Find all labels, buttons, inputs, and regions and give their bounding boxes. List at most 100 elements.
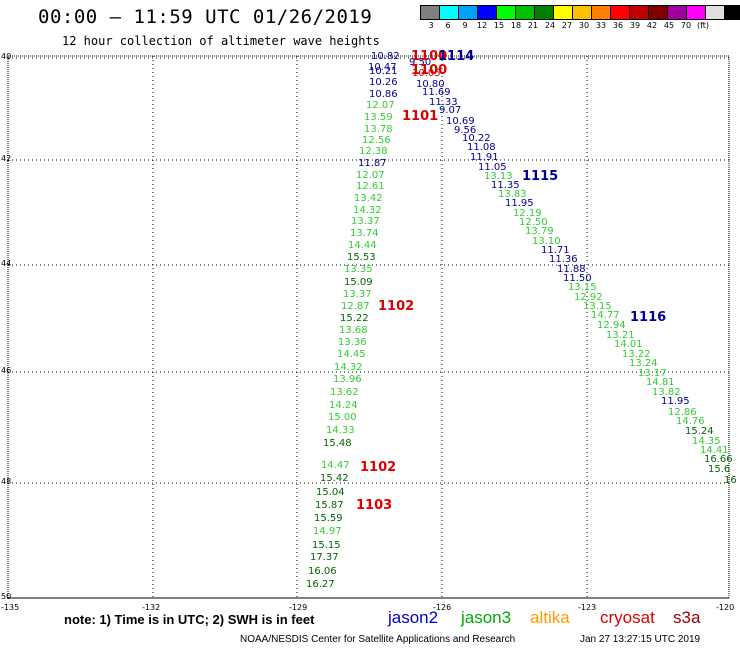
lat-label: 48 xyxy=(1,477,12,486)
lat-label: 50 xyxy=(1,592,12,601)
wave-height-value: 13.15 xyxy=(568,282,597,293)
pass-number: 1101 xyxy=(402,109,439,124)
pass-number: 1100 xyxy=(411,63,448,78)
wave-height-value: 11.36 xyxy=(549,254,578,265)
wave-height-value: 11.33 xyxy=(429,97,458,108)
lat-label: 40 xyxy=(1,52,12,61)
wave-height-value: 15.24 xyxy=(685,426,714,437)
legend-cryosat: cryosat xyxy=(600,608,655,627)
lon-label: -129 xyxy=(289,603,308,612)
wave-height-value: 15.42 xyxy=(320,473,349,484)
wave-height-value: 12.94 xyxy=(597,320,626,331)
wave-height-value: 12.50 xyxy=(519,217,548,228)
wave-height-value: 13.35 xyxy=(344,264,373,275)
wave-height-value: 9.50 xyxy=(409,57,432,68)
legend-jason2: jason2 xyxy=(388,608,439,627)
scale-label: 3 xyxy=(428,21,434,30)
footer-note: note: 1) Time is in UTC; 2) SWH is in fe… xyxy=(64,612,315,627)
wave-height-value: 13.96 xyxy=(333,374,362,385)
wave-height-value: 13.36 xyxy=(338,337,367,348)
wave-height-value: 16.66 xyxy=(704,454,733,465)
generation-timestamp: Jan 27 13:27:15 UTC 2019 xyxy=(580,634,701,645)
wave-height-value: 13.10 xyxy=(532,236,561,247)
pass-number: 1114 xyxy=(438,49,475,64)
credit-line: NOAA/NESDIS Center for Satellite Applica… xyxy=(240,634,516,645)
pass-number: 1100 xyxy=(411,49,448,64)
scale-label: 30 xyxy=(578,21,590,30)
wave-height-value: 14.47 xyxy=(321,460,350,471)
wave-height-value: 16.27 xyxy=(306,579,335,590)
wave-height-value: 10.26 xyxy=(369,77,398,88)
wave-height-value: 13.78 xyxy=(364,124,393,135)
wave-height-value: 15.59 xyxy=(314,513,343,524)
wave-height-value: 11.69 xyxy=(422,87,451,98)
pass-number: 1116 xyxy=(630,310,667,325)
scale-label: 12 xyxy=(476,21,488,30)
wave-height-value: 14.24 xyxy=(329,400,358,411)
wave-height-value: 11.95 xyxy=(505,198,534,209)
page-subtitle: 12 hour collection of altimeter wave hei… xyxy=(62,34,380,48)
legend-altika: altika xyxy=(530,608,570,627)
wave-height-value: 15.6 xyxy=(708,464,731,475)
wave-height-value: 14.32 xyxy=(353,205,382,216)
scale-label: (ft) xyxy=(696,21,710,30)
scale-label: 33 xyxy=(595,21,607,30)
wave-height-value: 12.07 xyxy=(356,170,385,181)
wave-height-value: 14.32 xyxy=(334,362,363,373)
wave-height-value: 11.08 xyxy=(467,142,496,153)
wave-height-value: 13.83 xyxy=(498,189,527,200)
wave-height-value: 10.21 xyxy=(369,66,398,77)
scale-label: 6 xyxy=(445,21,451,30)
wave-height-value: 13.17 xyxy=(638,368,667,379)
wave-height-value: 13.79 xyxy=(525,226,554,237)
lon-label: -120 xyxy=(716,603,735,612)
wave-height-value: 10.05 xyxy=(412,68,441,79)
wave-height-value: 14.81 xyxy=(646,377,675,388)
page-title: 00:00 – 11:59 UTC 01/26/2019 xyxy=(38,6,373,28)
wave-height-value: 13.22 xyxy=(622,349,651,360)
scale-label: 70 xyxy=(680,21,692,30)
wave-height-value: 11.95 xyxy=(661,396,690,407)
wave-height-value: 10.82 xyxy=(371,51,400,62)
wave-height-value: 14.45 xyxy=(337,349,366,360)
wave-height-value: 15.00 xyxy=(328,412,357,423)
wave-height-value: 15.22 xyxy=(340,313,369,324)
wave-height-value: 13.62 xyxy=(330,387,359,398)
wave-height-value: 10.69 xyxy=(446,116,475,127)
wave-height-value: 14.44 xyxy=(348,240,377,251)
wave-height-value: 15.48 xyxy=(323,438,352,449)
scale-label: 21 xyxy=(527,21,539,30)
wave-height-value: 12.86 xyxy=(668,407,697,418)
wave-height-value: 14.76 xyxy=(676,416,705,427)
lon-label: -123 xyxy=(578,603,597,612)
wave-height-value: 13.82 xyxy=(652,387,681,398)
wave-height-value: 13.13 xyxy=(484,171,513,182)
scale-label: 45 xyxy=(663,21,675,30)
wave-height-value: 14.01 xyxy=(614,339,643,350)
wave-height-value: 16.06 xyxy=(308,566,337,577)
wave-height-value: 11.05 xyxy=(478,162,507,173)
wave-height-value: 10.86 xyxy=(369,89,398,100)
wave-height-value: 16 xyxy=(724,475,737,486)
wave-height-value: 13.59 xyxy=(364,112,393,123)
wave-height-value: 12.87 xyxy=(341,301,370,312)
scale-label: 39 xyxy=(629,21,641,30)
wave-height-value: 11.50 xyxy=(563,273,592,284)
graticule xyxy=(8,56,729,599)
wave-height-value: 12.61 xyxy=(356,181,385,192)
scale-label: 36 xyxy=(612,21,624,30)
wave-height-value: 14.97 xyxy=(313,526,342,537)
lat-label: 46 xyxy=(1,366,12,375)
wave-height-value: 11.91 xyxy=(470,152,499,163)
wave-height-value: 12.07 xyxy=(366,100,395,111)
wave-height-value: 9.07 xyxy=(439,105,462,116)
scale-label: 27 xyxy=(561,21,573,30)
pass-number: 1115 xyxy=(522,169,559,184)
wave-height-value: 17.37 xyxy=(310,552,339,563)
wave-height-value: 11.71 xyxy=(541,245,570,256)
wave-height-value: 13.15 xyxy=(583,301,612,312)
wave-height-value: 13.37 xyxy=(343,289,372,300)
wave-height-value: 13.24 xyxy=(629,358,658,369)
